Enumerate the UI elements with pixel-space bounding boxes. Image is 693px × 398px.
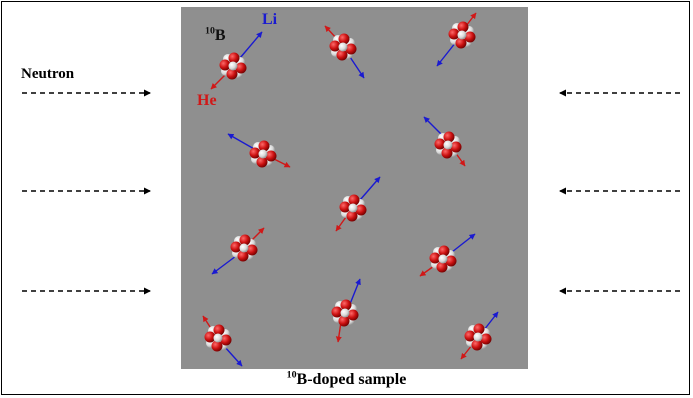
boron-isotope-symbol: B [214, 27, 226, 44]
lithium-label: Li [262, 11, 278, 28]
reaction-event [324, 25, 365, 79]
reaction-event [227, 133, 291, 168]
reaction-event [331, 278, 361, 343]
neutron-label: Neutron [21, 66, 75, 82]
boron-isotope-label: 10B [205, 25, 226, 45]
helium-label: He [197, 92, 217, 109]
boron-isotope-mass: 10 [205, 25, 215, 37]
reaction-event [423, 116, 466, 167]
reaction-event [419, 233, 476, 277]
neutron-beams-right [559, 89, 680, 295]
sample-caption-text: B-doped sample [296, 371, 407, 388]
sample-caption-mass: 10 [286, 369, 297, 381]
reaction-event [460, 311, 499, 360]
reaction-event [335, 176, 381, 232]
sample-caption: 10B-doped sample [0, 369, 693, 389]
reaction-event [202, 315, 243, 367]
reaction-event [436, 12, 477, 67]
neutron-beams-left [22, 89, 151, 295]
reaction-event [211, 227, 265, 275]
reaction-event [210, 31, 263, 90]
